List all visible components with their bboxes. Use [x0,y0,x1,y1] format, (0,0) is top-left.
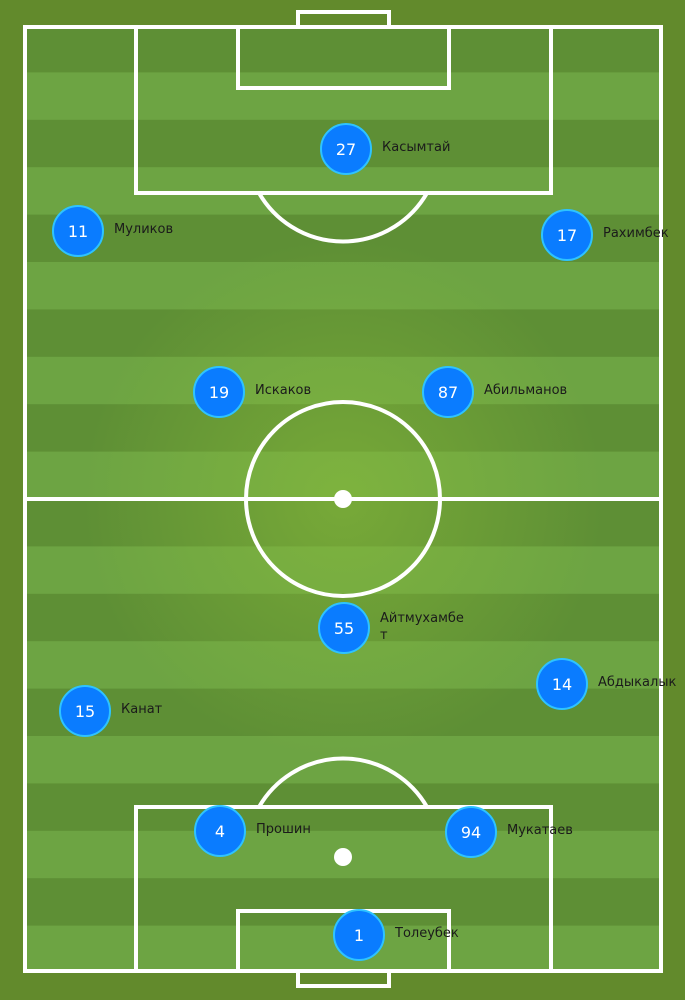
player-number[interactable]: 11 [52,205,104,257]
player-name: Искаков [255,383,312,398]
player-number[interactable]: 94 [445,806,497,858]
bottom-goal [296,969,391,988]
top-goal [296,10,391,29]
player-name: Канат [121,702,163,717]
player-name: Мукатаев [507,823,573,838]
top-goal-area [236,25,451,90]
player-name: Рахимбек [603,226,669,241]
player-number[interactable]: 17 [541,209,593,261]
player-name: Абдыкалык [598,675,677,690]
player-number[interactable]: 27 [320,123,372,175]
penalty-spot [334,848,352,866]
player-name: Абильманов [484,383,568,398]
player-name: Айтмухамбет [380,611,464,643]
player-number[interactable]: 55 [318,602,370,654]
player-number[interactable]: 1 [333,909,385,961]
player-number[interactable]: 87 [422,366,474,418]
player-number[interactable]: 15 [59,685,111,737]
pitch-lines [23,10,663,988]
bottom-penalty-arc [257,756,429,809]
player-name: Касымтай [382,140,451,155]
center-spot [334,490,352,508]
player-name: Муликов [114,222,174,237]
player-name: Толеубек [395,926,459,941]
player-number[interactable]: 19 [193,366,245,418]
player-number[interactable]: 4 [194,805,246,857]
center-circle [244,400,442,598]
top-penalty-arc [257,191,429,244]
player-number[interactable]: 14 [536,658,588,710]
player-name: Прошин [256,822,311,837]
